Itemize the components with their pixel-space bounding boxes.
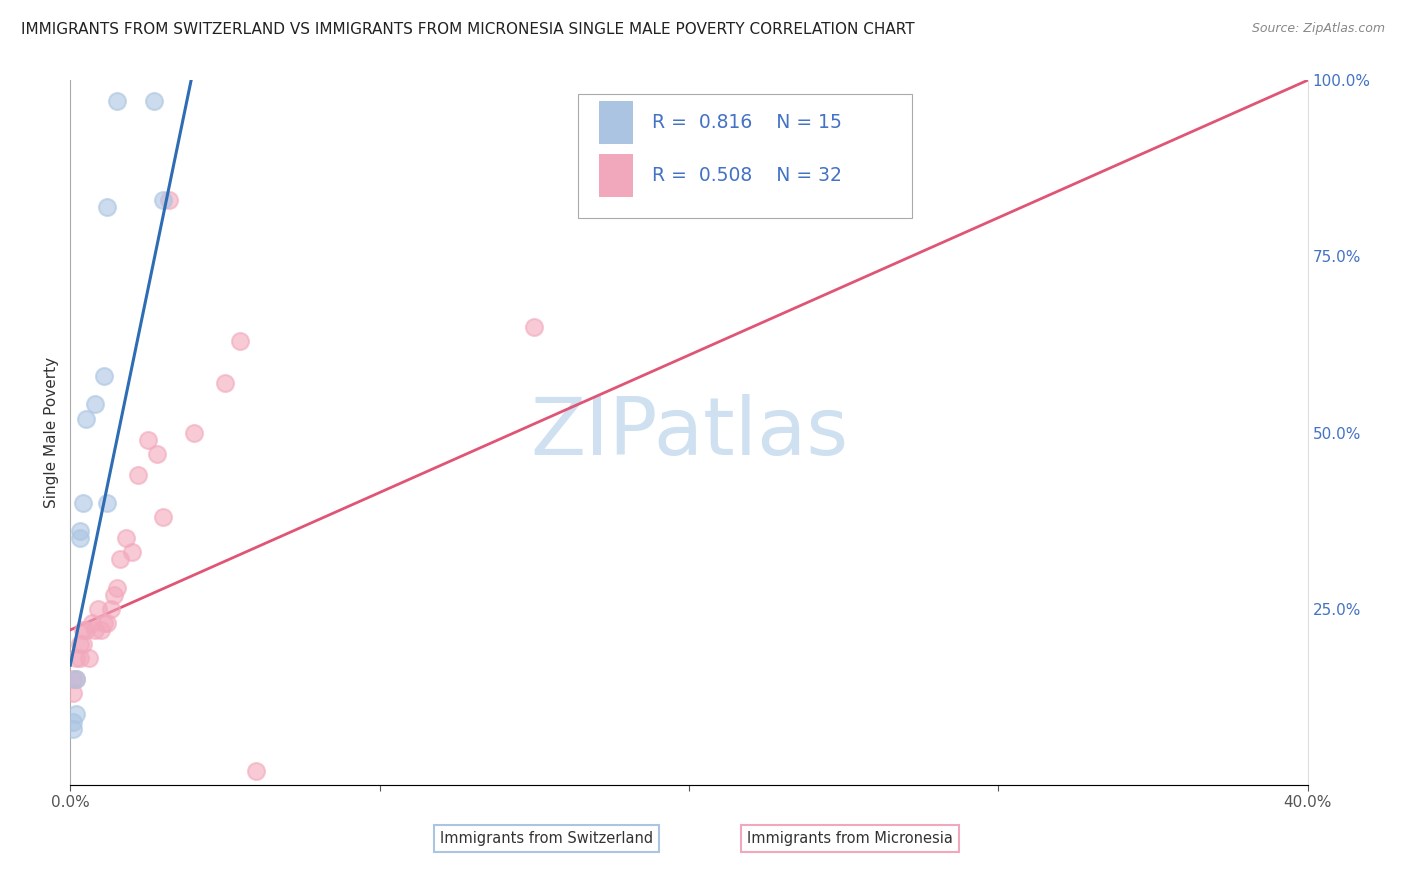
FancyBboxPatch shape: [599, 154, 633, 196]
Point: [245, 764, 267, 778]
Text: Immigrants from Switzerland: Immigrants from Switzerland: [440, 830, 654, 846]
Point: [96, 615, 118, 630]
Point: [90, 623, 112, 637]
Text: IMMIGRANTS FROM SWITZERLAND VS IMMIGRANTS FROM MICRONESIA SINGLE MALE POVERTY CO: IMMIGRANTS FROM SWITZERLAND VS IMMIGRANT…: [21, 22, 915, 37]
Text: Immigrants from Micronesia: Immigrants from Micronesia: [747, 830, 953, 846]
Point: [105, 95, 128, 109]
Point: [65, 707, 87, 722]
Point: [142, 95, 165, 109]
Text: ZIPatlas: ZIPatlas: [530, 393, 848, 472]
Point: [146, 447, 169, 461]
Point: [62, 714, 84, 729]
Point: [100, 601, 122, 615]
Point: [65, 673, 87, 687]
Point: [69, 532, 91, 546]
Point: [105, 581, 128, 595]
Point: [65, 651, 87, 665]
Point: [93, 615, 115, 630]
Point: [69, 637, 91, 651]
Point: [214, 376, 236, 391]
Point: [523, 320, 546, 334]
Point: [115, 532, 138, 546]
Point: [80, 615, 103, 630]
FancyBboxPatch shape: [578, 95, 911, 218]
Point: [72, 637, 94, 651]
Point: [87, 601, 110, 615]
Point: [157, 193, 180, 207]
Point: [108, 552, 131, 566]
Point: [72, 623, 94, 637]
Point: [152, 193, 174, 207]
Point: [72, 496, 94, 510]
Text: R =  0.816    N = 15: R = 0.816 N = 15: [652, 113, 842, 132]
Point: [84, 623, 107, 637]
Point: [127, 467, 149, 482]
Point: [96, 200, 118, 214]
Point: [183, 425, 205, 440]
Point: [229, 334, 252, 348]
Point: [77, 651, 100, 665]
Point: [62, 686, 84, 700]
Point: [152, 510, 174, 524]
Text: Source: ZipAtlas.com: Source: ZipAtlas.com: [1251, 22, 1385, 36]
Point: [75, 623, 97, 637]
Point: [103, 588, 125, 602]
Point: [65, 673, 87, 687]
Point: [75, 411, 97, 425]
FancyBboxPatch shape: [599, 102, 633, 144]
Text: R =  0.508    N = 32: R = 0.508 N = 32: [652, 166, 842, 185]
Point: [136, 433, 159, 447]
Point: [96, 496, 118, 510]
Point: [62, 722, 84, 736]
Point: [93, 369, 115, 384]
Point: [62, 673, 84, 687]
Y-axis label: Single Male Poverty: Single Male Poverty: [44, 357, 59, 508]
Point: [121, 545, 143, 559]
Point: [69, 524, 91, 539]
Point: [84, 397, 107, 411]
Point: [69, 651, 91, 665]
